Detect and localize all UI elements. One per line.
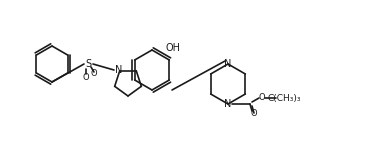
Text: S: S bbox=[85, 59, 91, 69]
Text: O: O bbox=[83, 73, 89, 81]
Text: OH: OH bbox=[166, 43, 181, 53]
Text: N: N bbox=[224, 59, 232, 69]
Text: O: O bbox=[251, 109, 257, 119]
Text: N: N bbox=[224, 99, 232, 109]
Text: O: O bbox=[91, 69, 97, 78]
Text: O: O bbox=[259, 93, 265, 102]
Text: C(CH₃)₃: C(CH₃)₃ bbox=[267, 93, 301, 102]
Text: N: N bbox=[115, 65, 123, 75]
